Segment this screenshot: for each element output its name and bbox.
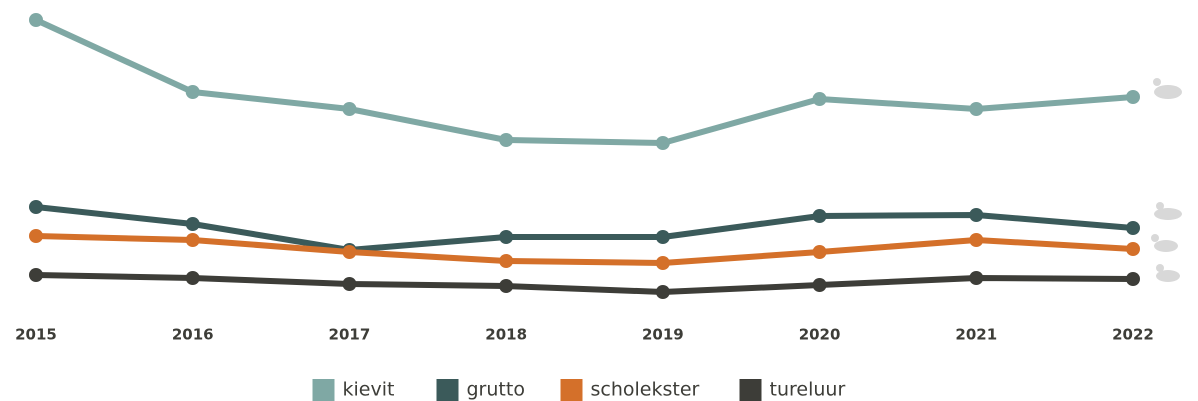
legend-label: grutto [467,379,525,401]
point [969,271,984,285]
point [655,230,670,244]
point [342,102,357,116]
point [969,208,984,222]
legend-swatch [436,379,459,401]
legend-label: tureluur [770,379,846,401]
point [499,279,514,293]
point [29,200,43,214]
point [655,136,670,150]
point [969,102,984,116]
legend-swatch [739,379,762,401]
point [969,233,984,247]
series-line [34,17,1134,146]
series-line [35,272,1134,295]
point [29,229,43,243]
point [29,268,43,282]
x-tick-label: 2020 [799,326,841,344]
point [1126,90,1140,104]
x-tick-label: 2022 [1112,326,1154,344]
point [655,285,670,299]
legend-label: kievit [343,379,395,401]
point [1126,242,1140,256]
point [342,277,357,291]
point [185,85,200,99]
x-tick-label: 2016 [172,326,214,344]
point [812,245,827,259]
point [185,271,200,285]
series-line [35,204,1134,253]
point [655,256,670,270]
point [499,133,514,147]
x-tick-label: 2017 [329,326,371,344]
point [499,254,514,268]
point [812,209,827,223]
legend-swatch [560,379,583,401]
x-tick-label: 2021 [955,326,997,344]
point [185,233,200,247]
series-line [35,233,1134,266]
x-tick-label: 2019 [642,326,684,344]
point [812,278,827,292]
x-tick-label: 2015 [15,326,57,344]
point [342,245,357,259]
legend-label: scholekster [591,379,700,401]
point [1126,221,1140,235]
point [29,13,43,27]
point [185,217,200,231]
bird-icons [1151,78,1182,282]
point [812,92,827,106]
legend-swatch [312,379,335,401]
point [1126,272,1140,286]
x-tick-label: 2018 [485,326,527,344]
point [499,230,514,244]
